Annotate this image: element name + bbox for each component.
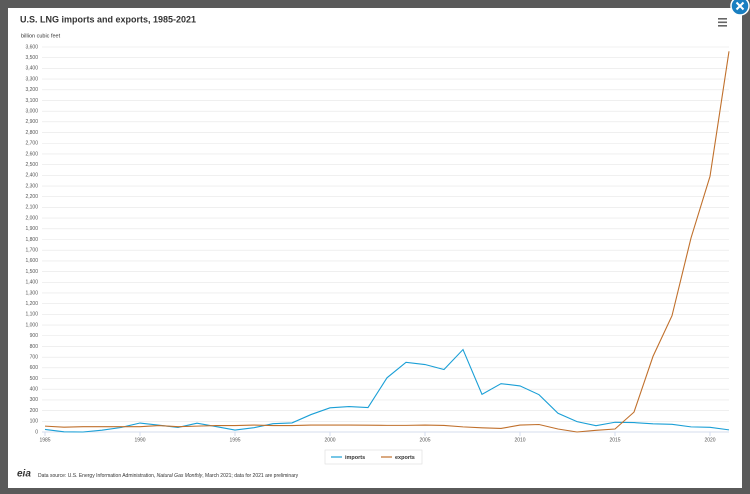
legend-label: exports	[395, 455, 415, 461]
menu-bar[interactable]	[718, 25, 727, 27]
y-tick-label: 600	[30, 365, 39, 371]
x-tick-label: 1990	[134, 437, 145, 443]
y-tick-label: 2,800	[25, 130, 38, 136]
x-tick-label: 2015	[609, 437, 620, 443]
y-tick-label: 1,700	[25, 248, 38, 254]
x-tick-label: 1985	[39, 437, 50, 443]
y-tick-label: 2,300	[25, 183, 38, 189]
menu-button[interactable]	[718, 18, 727, 27]
chart-subtitle: billion cubic feet	[21, 33, 61, 39]
legend-label: imports	[345, 455, 365, 461]
source-part: , March 2021; data for 2021 are prelimin…	[202, 473, 298, 479]
y-tick-label: 800	[30, 344, 39, 350]
close-button[interactable]	[730, 0, 750, 16]
y-tick-label: 3,400	[25, 66, 38, 72]
y-tick-label: 1,400	[25, 280, 38, 286]
y-tick-label: 500	[30, 376, 39, 382]
y-tick-label: 1,800	[25, 237, 38, 243]
y-tick-label: 2,200	[25, 194, 38, 200]
series-line	[44, 51, 730, 433]
y-tick-label: 1,600	[25, 258, 38, 264]
close-circle[interactable]	[730, 0, 750, 16]
logo: eia	[17, 469, 31, 480]
y-tick-label: 1,900	[25, 226, 38, 232]
y-tick-label: 2,100	[25, 205, 38, 211]
y-tick-label: 700	[30, 354, 39, 360]
y-tick-label: 3,500	[25, 55, 38, 61]
y-tick-label: 3,100	[25, 98, 38, 104]
legend: imports exports	[324, 449, 423, 465]
x-tick-label: 1995	[229, 437, 240, 443]
source-part: Data source: U.S. Energy Information Adm…	[38, 473, 157, 479]
y-tick-label: 1,300	[25, 290, 38, 296]
y-tick-label: 2,000	[25, 215, 38, 221]
y-tick-label: 2,500	[25, 162, 38, 168]
y-tick-label: 3,600	[25, 44, 38, 50]
y-tick-label: 2,600	[25, 151, 38, 157]
chart-title: U.S. LNG imports and exports, 1985-2021	[20, 14, 196, 24]
menu-bar[interactable]	[718, 21, 727, 24]
source-note: Data source: U.S. Energy Information Adm…	[38, 473, 299, 479]
modal	[8, 8, 742, 488]
y-tick-label: 1,500	[25, 269, 38, 275]
x-tick-label: 2020	[704, 437, 715, 443]
y-tick-label: 200	[30, 408, 39, 414]
y-tick-label: 3,000	[25, 108, 38, 114]
y-tick-label: 300	[30, 397, 39, 403]
y-tick-label: 2,400	[25, 173, 38, 179]
y-tick-label: 900	[30, 333, 39, 339]
y-tick-label: 3,300	[25, 76, 38, 82]
menu-bar[interactable]	[718, 18, 727, 20]
close-icon[interactable]	[735, 1, 745, 11]
y-tick-label: 2,700	[25, 141, 38, 147]
y-tick-label: 100	[30, 419, 39, 425]
source-part: Natural Gas Monthly	[157, 473, 203, 479]
x-tick-label: 2000	[324, 437, 335, 443]
y-tick-label: 0	[35, 429, 38, 435]
y-tick-label: 1,000	[25, 322, 38, 328]
x-tick-label: 2005	[419, 437, 430, 443]
y-tick-label: 1,200	[25, 301, 38, 307]
y-tick-label: 3,200	[25, 87, 38, 93]
x-tick-label: 2010	[514, 437, 525, 443]
y-tick-label: 2,900	[25, 119, 38, 125]
y-tick-label: 1,100	[25, 312, 38, 318]
y-tick-label: 400	[30, 387, 39, 393]
legend-box	[324, 449, 423, 465]
